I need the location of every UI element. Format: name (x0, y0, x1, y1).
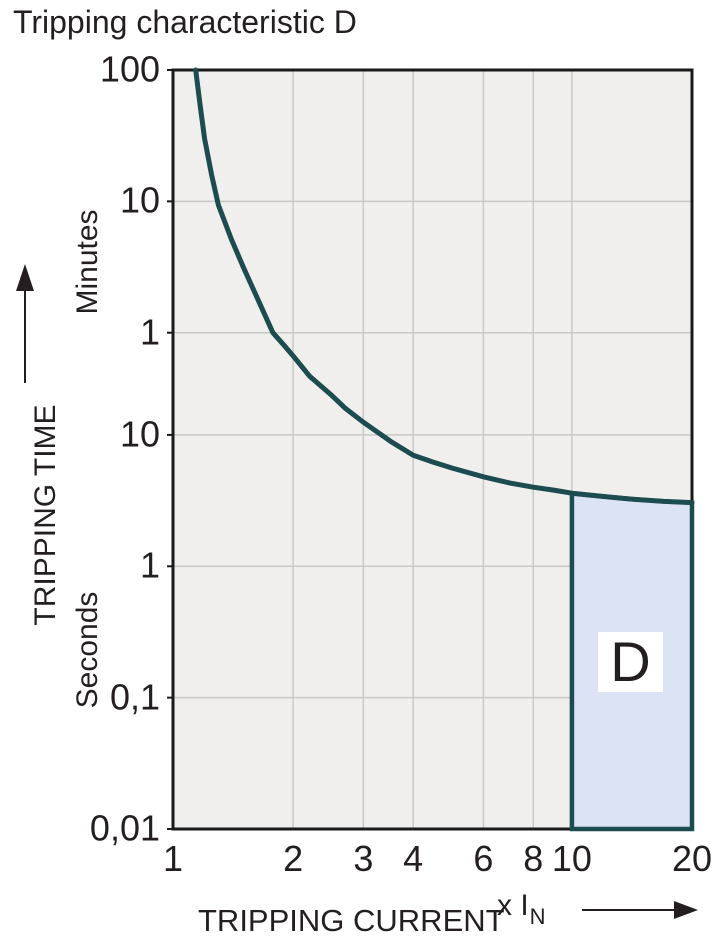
x-tick-label: 20 (671, 838, 713, 879)
right-arrow-head-icon (674, 901, 698, 919)
y-axis-up-arrow (16, 264, 34, 383)
chart-title: Tripping characteristic D (13, 4, 357, 40)
plot-border (171, 68, 694, 831)
up-arrow-head-icon (16, 264, 34, 291)
region-label: D (610, 630, 651, 693)
region-label-box: D (598, 632, 663, 692)
x-axis-unit-prefix: x I (497, 889, 529, 922)
y-tick-label: 100 (99, 48, 160, 90)
y-tick-label: 10 (119, 179, 160, 221)
x-tick-label: 6 (473, 838, 494, 879)
x-tick-label: 8 (523, 838, 544, 879)
x-tick-label: 10 (551, 838, 592, 879)
y-tick-label: 10 (119, 413, 160, 455)
x-axis-unit-subscript: N (529, 904, 546, 929)
y-axis-title: TRIPPING TIME (29, 404, 62, 626)
x-axis-right-arrow (582, 901, 698, 919)
y-tick-label: 0,1 (109, 675, 160, 717)
curve-d (193, 67, 695, 506)
y-unit-seconds: Seconds (71, 591, 104, 709)
x-tick-label: 4 (403, 838, 424, 879)
x-tick-label: 1 (162, 838, 184, 879)
x-tick-label: 2 (283, 838, 304, 879)
x-tick-label: 3 (353, 838, 374, 879)
plot-area (167, 67, 695, 832)
y-tick-label: 1 (139, 544, 160, 586)
y-tick-label: 0,01 (89, 807, 160, 849)
y-unit-minutes: Minutes (71, 209, 104, 315)
x-axis-unit: x IN (497, 889, 546, 928)
y-tick-label: 1 (139, 310, 160, 352)
x-axis-title: TRIPPING CURRENT (198, 903, 505, 938)
